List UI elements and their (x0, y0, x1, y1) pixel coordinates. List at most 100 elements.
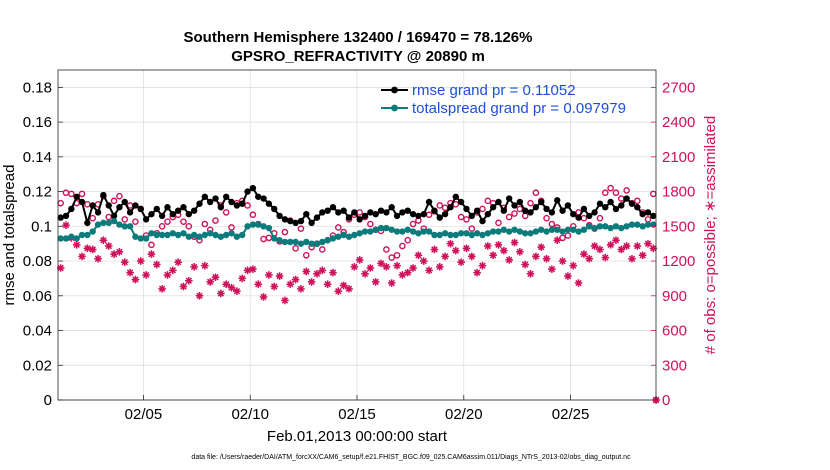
obs-assimilated-point (291, 275, 300, 284)
obs-assimilated-point (94, 254, 102, 263)
rmse-point (489, 204, 497, 211)
spread-point (607, 224, 614, 232)
obs-assimilated-point (430, 245, 439, 254)
rmse-point (457, 198, 465, 206)
spread-point (634, 221, 641, 228)
obs-possible-point (532, 189, 540, 197)
obs-possible-point (601, 189, 609, 197)
obs-assimilated-point (222, 280, 230, 289)
rmse-point (447, 204, 454, 211)
spread-point (308, 240, 315, 247)
spread-point (570, 226, 577, 233)
rmse-point (303, 210, 310, 218)
x-tick-label: 02/05 (125, 406, 163, 423)
rmse-point (602, 204, 609, 211)
right-tick-label: 2400 (662, 114, 695, 131)
obs-possible-point (388, 254, 396, 261)
obs-assimilated-point (78, 252, 86, 261)
obs-assimilated-point (99, 236, 108, 245)
obs-assimilated-point (409, 264, 417, 272)
rmse-point (217, 204, 225, 211)
right-tick-label: 1500 (662, 218, 695, 235)
rmse-point (292, 219, 299, 227)
rmse-point (100, 191, 107, 199)
obs-assimilated-point (435, 263, 444, 271)
obs-assimilated-point (462, 244, 471, 253)
rmse-point (308, 219, 315, 227)
obs-assimilated-point (526, 269, 535, 278)
obs-assimilated-point (542, 254, 551, 263)
rmse-point (228, 198, 235, 206)
spread-point (639, 223, 646, 230)
obs-possible-point (89, 214, 97, 222)
spread-point (148, 230, 155, 237)
spread-point (110, 217, 118, 225)
obs-assimilated-point (163, 271, 172, 279)
rmse-line (60, 186, 654, 227)
spread-point (484, 230, 492, 237)
spread-point (479, 231, 486, 239)
spread-point (420, 228, 427, 235)
obs-possible-point (527, 199, 534, 207)
rmse-point (468, 212, 475, 220)
obs-possible-point (607, 184, 614, 192)
rmse-point (185, 210, 193, 218)
left-tick-label: 0.1 (31, 218, 52, 235)
obs-possible-point (409, 220, 417, 228)
obs-assimilated-point (254, 280, 263, 289)
obs-assimilated-point (478, 261, 487, 270)
obs-assimilated-point (126, 268, 134, 277)
right-axis-label: # of obs: o=possible; ∗=assimilated (702, 116, 719, 355)
right-tick-label: 0 (662, 392, 670, 409)
rmse-point (527, 209, 534, 216)
rmse-point (196, 200, 203, 207)
series-spread (57, 217, 657, 247)
rmse-point (404, 207, 411, 214)
rmse-point (543, 205, 550, 213)
spread-point (650, 221, 657, 228)
obs-possible-point (463, 216, 470, 223)
obs-assimilated-point (441, 252, 449, 261)
obs-assimilated-point (142, 271, 150, 279)
rmse-point (351, 209, 358, 216)
obs-possible-point (180, 218, 187, 225)
right-tick-label: 900 (662, 288, 687, 305)
right-axis-ticks: 0 300 600 900 1200 1500 1800 2100 2400 2700 (651, 79, 695, 409)
rmse-point (62, 212, 70, 220)
obs-assimilated-point (532, 252, 540, 261)
spread-point (447, 231, 454, 239)
rmse-point (201, 193, 209, 200)
left-tick-label: 0.16 (23, 114, 52, 131)
rmse-point (265, 200, 273, 207)
obs-assimilated-point (500, 246, 508, 255)
obs-assimilated-point (323, 280, 332, 289)
obs-assimilated-point (307, 278, 316, 286)
rmse-point (206, 198, 214, 206)
rmse-point (169, 210, 176, 218)
spread-point (431, 231, 438, 239)
spread-point (212, 231, 219, 239)
obs-assimilated-point (313, 269, 321, 278)
obs-assimilated-point (56, 264, 65, 272)
x-tick-label: 02/10 (231, 406, 269, 423)
spread-point (538, 226, 545, 233)
rmse-point (153, 205, 160, 213)
spread-point (292, 238, 299, 246)
obs-possible-point (121, 216, 129, 223)
obs-assimilated-point (201, 261, 209, 270)
rmse-point (68, 205, 75, 213)
spread-point (628, 221, 636, 228)
spread-point (489, 228, 497, 235)
spread-point (276, 237, 283, 244)
right-tick-label: 1800 (662, 184, 695, 201)
obs-assimilated-point (302, 267, 311, 276)
obs-possible-point (543, 214, 550, 222)
obs-assimilated-point (227, 283, 236, 292)
rmse-point (377, 207, 385, 214)
rmse-point (623, 195, 630, 202)
obs-assimilated-point (596, 245, 604, 254)
right-tick-label: 300 (662, 357, 687, 374)
rmse-point (57, 214, 64, 221)
rmse-point (409, 210, 417, 218)
rmse-point (271, 205, 278, 213)
